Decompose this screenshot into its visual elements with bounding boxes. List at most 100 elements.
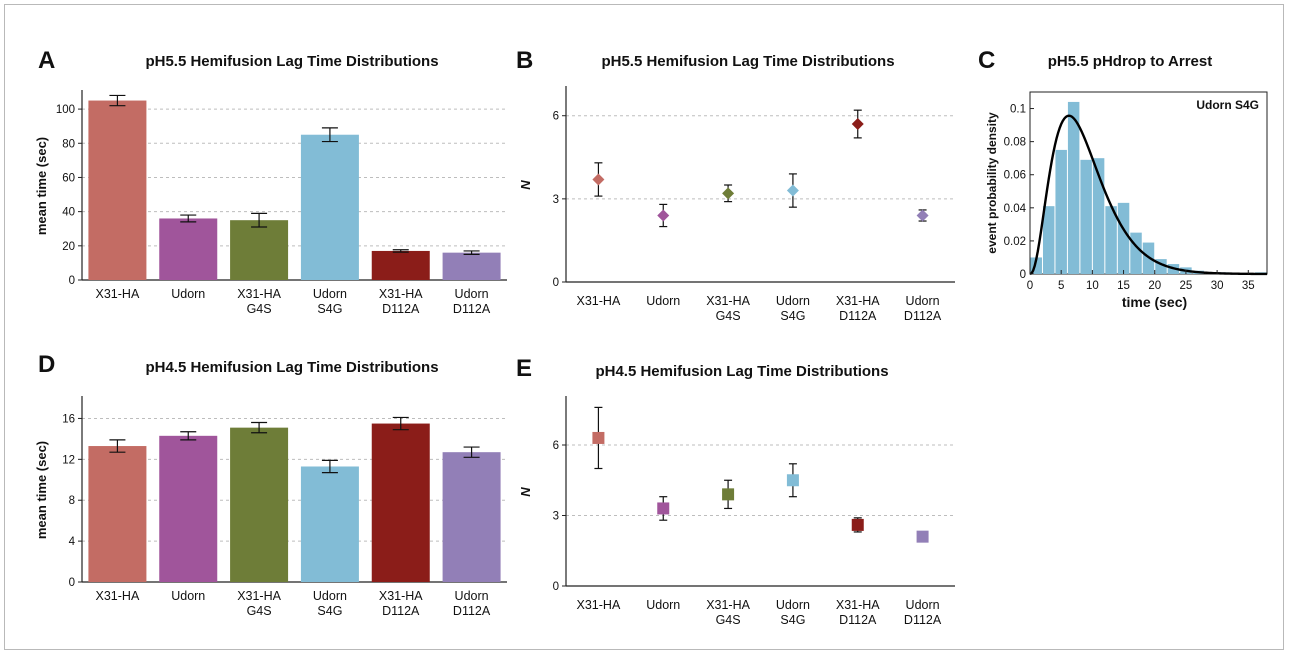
histogram-bar xyxy=(1067,101,1080,274)
histogram-bar xyxy=(1105,206,1117,274)
data-point xyxy=(657,209,670,222)
data-point xyxy=(722,488,735,501)
histogram-bar xyxy=(1080,159,1092,274)
data-point xyxy=(916,530,929,543)
y-tick-label: 0.04 xyxy=(1004,203,1027,215)
x-category-label: X31-HA xyxy=(379,287,423,301)
x-category-label: Udorn xyxy=(313,287,347,301)
panel-letter: D xyxy=(38,351,55,378)
x-category-label: X31-HA xyxy=(237,287,281,301)
data-point xyxy=(592,431,605,444)
y-tick-label: 80 xyxy=(62,138,75,150)
data-point xyxy=(786,474,799,487)
x-category-label: Udorn xyxy=(776,598,810,612)
x-category-label: Udorn xyxy=(906,598,940,612)
y-axis-label: mean time (sec) xyxy=(34,137,49,235)
bar xyxy=(371,250,430,280)
y-tick-label: 60 xyxy=(62,172,75,184)
data-point xyxy=(786,184,799,197)
x-category-label: Udorn xyxy=(171,589,205,603)
y-tick-label: 8 xyxy=(69,495,75,507)
bar xyxy=(230,427,289,582)
y-tick-label: 0.08 xyxy=(1004,137,1026,149)
x-category-label: X31-HA xyxy=(237,589,281,603)
x-category-label: X31-HA xyxy=(96,287,140,301)
fit-curve xyxy=(1029,114,1267,276)
chart-title: pH4.5 Hemifusion Lag Time Distributions xyxy=(145,359,438,376)
x-category-label: G4S xyxy=(247,604,272,618)
x-category-label: D112A xyxy=(839,309,877,323)
chart-title: pH5.5 pHdrop to Arrest xyxy=(1048,53,1212,70)
bar xyxy=(88,446,147,582)
x-category-label: D112A xyxy=(453,302,491,316)
x-category-label: Udorn xyxy=(646,294,680,308)
x-category-label: G4S xyxy=(247,302,272,316)
x-tick-label: 35 xyxy=(1242,280,1255,292)
x-tick-label: 5 xyxy=(1058,280,1064,292)
x-category-label: G4S xyxy=(716,613,741,627)
x-category-label: D112A xyxy=(382,604,420,618)
panel-letter: E xyxy=(516,355,532,382)
panel-letter: A xyxy=(38,47,55,74)
y-tick-label: 0 xyxy=(553,277,559,289)
y-tick-label: 100 xyxy=(56,104,75,116)
x-category-label: X31-HA xyxy=(706,598,750,612)
x-tick-label: 10 xyxy=(1086,280,1099,292)
histogram-bar xyxy=(1130,232,1142,274)
y-tick-label: 4 xyxy=(69,536,76,548)
y-tick-label: 16 xyxy=(62,413,75,425)
x-category-label: S4G xyxy=(317,604,342,618)
y-tick-label: 6 xyxy=(553,440,559,452)
x-tick-label: 25 xyxy=(1180,280,1193,292)
bar xyxy=(442,252,501,280)
y-tick-label: 0 xyxy=(69,577,75,589)
x-category-label: Udorn xyxy=(906,294,940,308)
x-category-label: S4G xyxy=(317,302,342,316)
x-category-label: S4G xyxy=(780,613,805,627)
x-category-label: D112A xyxy=(453,604,491,618)
data-point xyxy=(916,209,929,222)
x-category-label: X31-HA xyxy=(96,589,140,603)
chart-title: pH5.5 Hemifusion Lag Time Distributions xyxy=(601,53,894,70)
histogram-bar xyxy=(1117,202,1130,274)
y-tick-label: 0 xyxy=(553,581,559,593)
panel-letter: B xyxy=(516,47,533,74)
x-category-label: Udorn xyxy=(776,294,810,308)
x-category-label: X31-HA xyxy=(706,294,750,308)
x-category-label: Udorn xyxy=(646,598,680,612)
chart-title: pH4.5 Hemifusion Lag Time Distributions xyxy=(595,363,888,380)
histogram-bar xyxy=(1030,257,1042,274)
y-axis-label: mean time (sec) xyxy=(34,441,49,539)
y-tick-label: 12 xyxy=(62,454,75,466)
y-tick-label: 3 xyxy=(553,511,559,523)
x-category-label: D112A xyxy=(839,613,877,627)
bar xyxy=(230,220,289,280)
histogram-bar xyxy=(1155,259,1167,274)
bar xyxy=(300,134,359,280)
x-category-label: G4S xyxy=(716,309,741,323)
y-tick-label: 6 xyxy=(553,111,559,123)
x-tick-label: 30 xyxy=(1211,280,1224,292)
bar xyxy=(159,218,218,280)
x-tick-label: 15 xyxy=(1117,280,1130,292)
x-tick-label: 20 xyxy=(1148,280,1161,292)
y-tick-label: 40 xyxy=(62,207,75,219)
y-tick-label: 0.1 xyxy=(1010,104,1026,116)
bar xyxy=(88,100,147,280)
x-tick-label: 0 xyxy=(1027,280,1033,292)
x-axis-label: time (sec) xyxy=(1122,294,1187,310)
x-category-label: Udorn xyxy=(171,287,205,301)
x-category-label: Udorn xyxy=(455,589,489,603)
x-category-label: D112A xyxy=(382,302,420,316)
histogram-bar xyxy=(1055,149,1067,274)
y-tick-label: 0.02 xyxy=(1004,236,1026,248)
y-tick-label: 0.06 xyxy=(1004,170,1026,182)
x-category-label: D112A xyxy=(904,309,942,323)
y-tick-label: 3 xyxy=(553,194,559,206)
bar xyxy=(159,435,218,582)
